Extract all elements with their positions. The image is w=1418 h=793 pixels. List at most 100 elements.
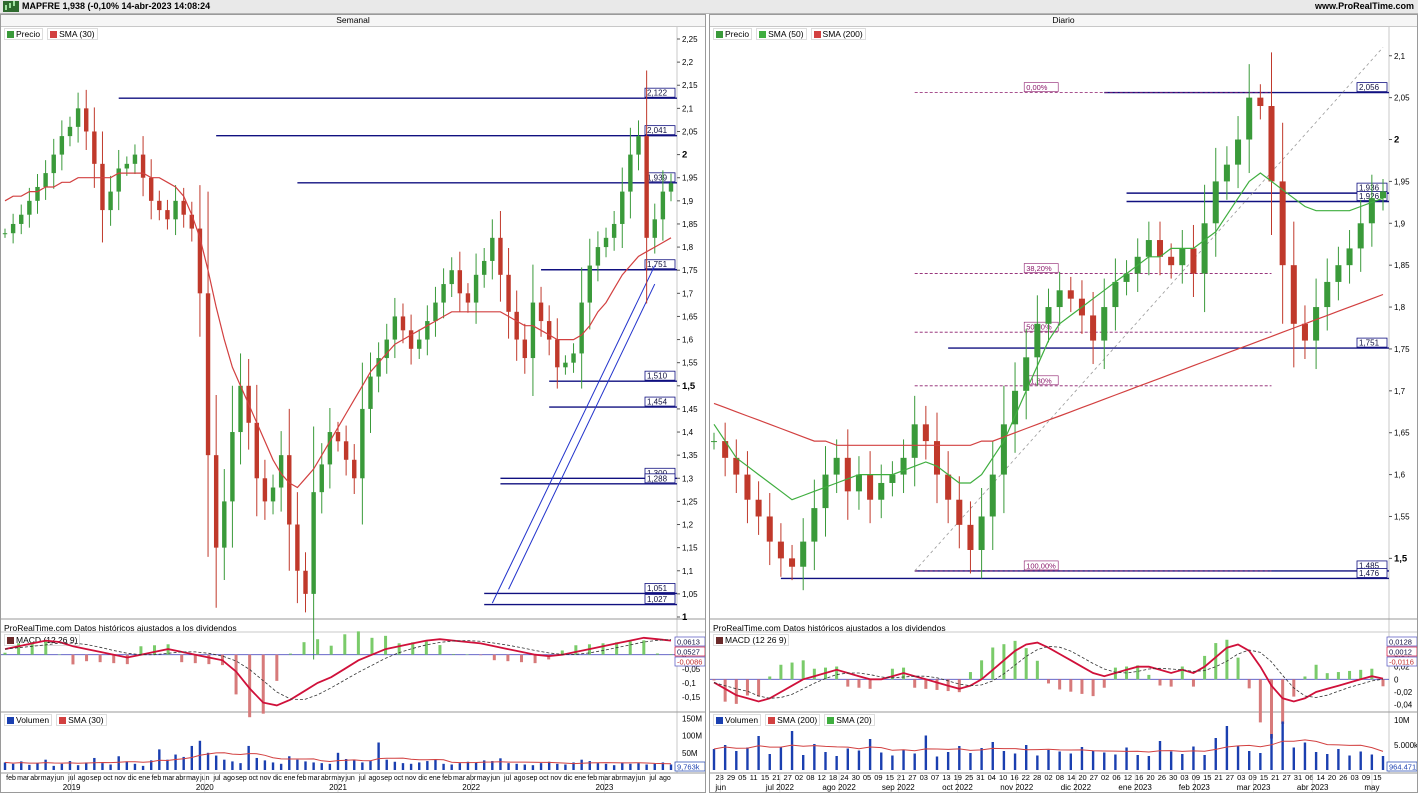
y-tick-label: 2,05	[1394, 94, 1410, 103]
macd-histogram-bar	[980, 660, 984, 680]
price-candle	[514, 311, 519, 340]
legend-volume-sma20[interactable]: SMA (20)	[824, 714, 875, 726]
x-tick-label: ago	[514, 775, 526, 782]
site-link[interactable]: www.ProRealTime.com	[1314, 1, 1414, 11]
x-tick-label: 09	[874, 773, 882, 782]
x-tick-label: mar	[17, 775, 30, 782]
macd-histogram-bar	[98, 654, 102, 663]
y-tick-label: 1,35	[682, 451, 698, 460]
price-candle	[811, 508, 818, 542]
level-label: 1,926	[1359, 192, 1380, 201]
macd-y-tick-label: 0	[1394, 675, 1399, 684]
volume-bar	[880, 752, 883, 770]
macd-histogram-bar	[913, 679, 917, 688]
sma200-line	[713, 293, 1384, 446]
volume-bar	[580, 759, 583, 770]
volume-bar	[1058, 751, 1061, 770]
macd-y-tick-label: -0,04	[1394, 701, 1413, 710]
volume-bar	[564, 764, 567, 770]
x-tick-label: 30	[852, 773, 860, 782]
price-candle	[1101, 307, 1108, 341]
price-candle	[67, 126, 73, 137]
x-tick-label: jun	[199, 775, 209, 782]
macd-histogram-bar	[723, 679, 727, 702]
level-label: 2,056	[1359, 83, 1380, 92]
volume-bar	[1370, 754, 1374, 770]
weekly-chart-panel[interactable]: Semanal Precio SMA (30) ProRealTime.com …	[0, 14, 706, 793]
price-candle	[59, 136, 65, 155]
macd-histogram-bar	[1281, 679, 1285, 724]
legend-volumen[interactable]: Volumen	[4, 714, 53, 726]
x-tick-label: dic	[564, 775, 573, 782]
y-tick-label: 2,1	[682, 104, 694, 113]
volume-bar	[279, 763, 283, 770]
price-candle	[722, 441, 729, 458]
volume-bar	[1259, 753, 1262, 770]
macd-histogram-bar	[465, 654, 469, 655]
macd-histogram-bar	[343, 634, 347, 655]
volume-bar	[891, 755, 894, 770]
x-tick-label: 22	[1022, 773, 1030, 782]
y-tick-label: 1,1	[682, 567, 694, 576]
price-candle	[755, 499, 762, 517]
legend-precio[interactable]: Precio	[4, 28, 44, 40]
macd-histogram-bar	[935, 679, 939, 690]
macd-histogram-bar	[288, 653, 292, 655]
x-tick-label: jul	[648, 775, 656, 782]
legend-sma30[interactable]: SMA (30)	[47, 28, 98, 40]
x-tick-label: 08	[806, 773, 814, 782]
x-tick-label: 31	[976, 773, 984, 782]
price-candle	[148, 177, 154, 201]
volume-bar	[434, 759, 437, 770]
y-tick-label: 1,65	[1394, 429, 1410, 438]
x-tick-label: nov	[405, 775, 417, 782]
macd-value-label: 0,0128	[1389, 638, 1412, 647]
volume-bar	[271, 762, 275, 770]
x-period-label: sep 2022	[882, 783, 915, 792]
legend-volume-sma200[interactable]: SMA (200)	[765, 714, 821, 726]
level-label-box	[644, 473, 676, 484]
volume-bar	[466, 761, 470, 770]
volume-bar	[1114, 754, 1117, 770]
x-tick-label: 06	[1112, 773, 1120, 782]
price-candle	[465, 293, 471, 303]
price-candle	[1056, 290, 1063, 308]
volume-bar	[612, 765, 616, 770]
weekly-chart-svg[interactable]: 1 1,05 1,1 1,15 1,2 1,25 1,3 1,35 1,4 1,45 1,5 1,55…	[1, 15, 706, 793]
x-tick-label: feb	[587, 775, 597, 782]
legend-sma50[interactable]: SMA (50)	[756, 28, 807, 40]
x-tick-label: sep	[381, 775, 392, 782]
price-candle	[1324, 281, 1331, 308]
y-tick-label: 1,9	[682, 197, 694, 206]
title-bar: MAPFRE 1,938 (-0,10% 14-abr-2023 14:08:2…	[0, 0, 1418, 14]
legend-volume-sma30[interactable]: SMA (30)	[56, 714, 107, 726]
y-tick-label: 1,15	[682, 544, 698, 553]
legend-volumen-daily[interactable]: Volumen	[713, 714, 762, 726]
macd-histogram-bar	[560, 650, 564, 655]
price-candle	[579, 302, 584, 354]
legend-sma200[interactable]: SMA (200)	[810, 28, 866, 40]
price-candle	[766, 516, 773, 542]
legend-macd-daily[interactable]: MACD (12 26 9)	[713, 634, 790, 646]
daily-chart-panel[interactable]: Diario Precio SMA (50) SMA (200) ProReal…	[709, 14, 1418, 793]
x-tick-label: 15	[1373, 773, 1381, 782]
volume-bar	[1013, 753, 1017, 770]
price-candle	[213, 455, 219, 548]
price-candle	[644, 136, 649, 238]
macd-histogram-bar	[85, 654, 89, 662]
price-candle	[652, 219, 657, 238]
x-tick-label: oct	[249, 775, 258, 782]
volume-bar	[902, 749, 905, 770]
macd-value-box	[674, 636, 705, 647]
fibonacci-label-box	[1023, 82, 1059, 92]
daily-chart-svg[interactable]: 1,5 1,55 1,6 1,65 1,7 1,75 1,8 1,85 1,9 1,95 2 2,05…	[710, 15, 1418, 793]
price-candle	[922, 424, 929, 442]
x-period-label: dic 2022	[1061, 783, 1092, 792]
volume-bar	[263, 760, 267, 770]
volume-bar	[11, 763, 15, 770]
x-tick-label: ene	[429, 775, 441, 782]
price-candle	[1335, 265, 1342, 282]
legend-precio-daily[interactable]: Precio	[713, 28, 753, 40]
volume-bar	[547, 761, 551, 770]
price-candle	[173, 200, 178, 220]
